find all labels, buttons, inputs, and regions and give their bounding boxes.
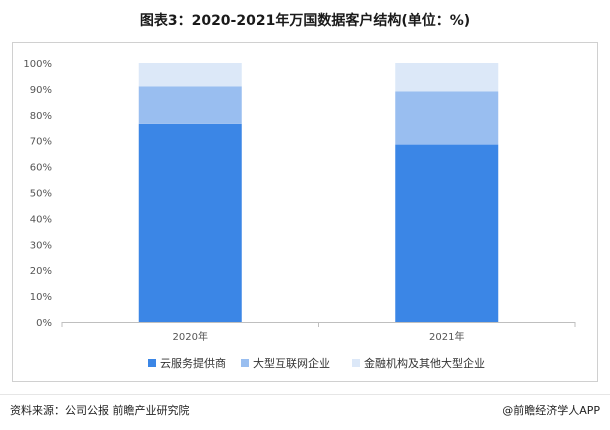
copyright-note: @前瞻经济学人APP	[502, 404, 600, 417]
bar-segment-3-1	[138, 63, 242, 87]
y-tick-label: 0%	[36, 318, 52, 329]
legend-label: 金融机构及其他大型企业	[364, 356, 485, 370]
y-tick-label: 40%	[30, 214, 52, 225]
y-tick-label: 30%	[30, 240, 52, 251]
y-axis: 0% 10% 20% 30% 40% 50% 60% 70% 80% 90% 100%	[23, 59, 52, 329]
x-tick-label: 2020年	[173, 330, 208, 343]
bar-segment-2-1	[138, 86, 242, 124]
footer-divider	[0, 394, 610, 395]
y-tick-label: 100%	[23, 59, 52, 70]
y-tick-label: 20%	[30, 266, 52, 277]
y-tick-label: 90%	[30, 85, 52, 96]
bars-group	[138, 63, 499, 323]
legend-swatch	[352, 359, 360, 367]
y-tick-label: 10%	[30, 292, 52, 303]
x-axis: 2020年 2021年	[61, 322, 576, 343]
source-note: 资料来源：公司公报 前瞻产业研究院	[10, 404, 190, 417]
legend: 云服务提供商 大型互联网企业 金融机构及其他大型企业	[148, 356, 485, 370]
bar-segment-3-2	[395, 63, 499, 92]
bar-segment-2-2	[395, 91, 499, 145]
chart-frame	[12, 42, 598, 382]
legend-label: 云服务提供商	[160, 356, 226, 370]
legend-swatch	[241, 359, 249, 367]
y-tick-label: 80%	[30, 111, 52, 122]
bar-segment-1-1	[138, 123, 242, 323]
chart-title: 图表3：2020-2021年万国数据客户结构(单位：%)	[139, 13, 471, 29]
x-tick-label: 2021年	[429, 330, 464, 343]
legend-swatch	[148, 359, 156, 367]
legend-label: 大型互联网企业	[253, 356, 330, 370]
y-tick-label: 60%	[30, 163, 52, 174]
y-tick-label: 50%	[30, 189, 52, 200]
bar-segment-1-2	[395, 144, 499, 322]
y-tick-label: 70%	[30, 137, 52, 148]
